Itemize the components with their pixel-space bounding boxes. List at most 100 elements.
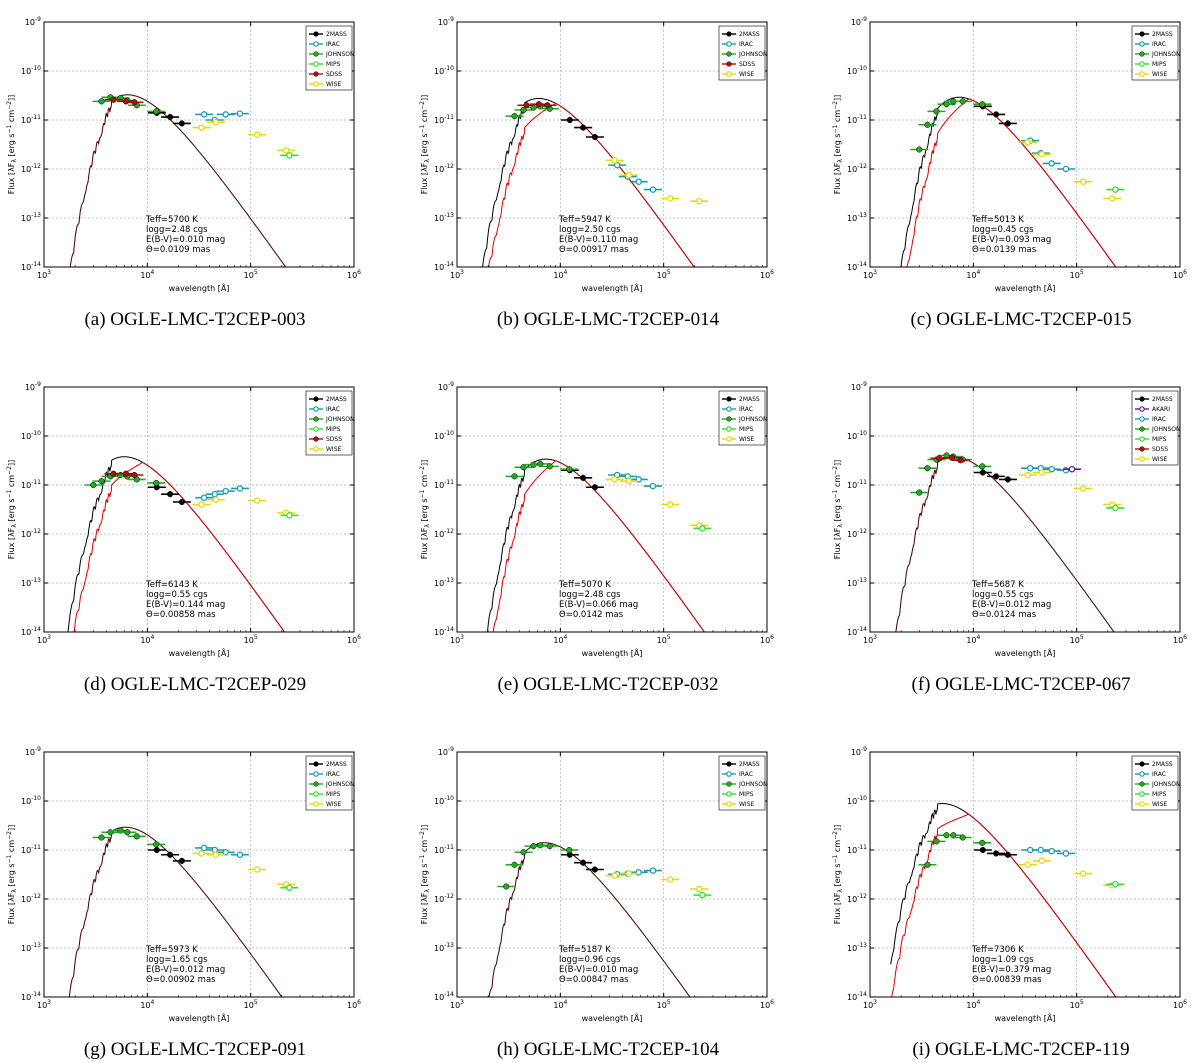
data-point-irac bbox=[222, 487, 229, 495]
legend-marker bbox=[726, 791, 732, 797]
legend-label: JOHNSON bbox=[738, 781, 768, 788]
y-tick-label: 10-14 bbox=[847, 626, 867, 637]
data-point-wise bbox=[1024, 139, 1031, 146]
x-tick-label: 105 bbox=[657, 999, 671, 1010]
y-tick-label: 10-12 bbox=[847, 528, 867, 539]
x-tick-label: 106 bbox=[1173, 269, 1187, 280]
model-curves bbox=[895, 456, 1115, 632]
legend-label: MIPS bbox=[739, 426, 754, 433]
data-point-2mass bbox=[167, 851, 174, 858]
data-point-wise bbox=[212, 851, 220, 858]
data-point-mips bbox=[1112, 186, 1119, 193]
data-point-2mass bbox=[167, 491, 174, 498]
legend-label: JOHNSON bbox=[325, 781, 355, 788]
data-point-2mass bbox=[1004, 851, 1011, 858]
legend-marker bbox=[313, 61, 319, 67]
data-point-johnson bbox=[933, 108, 940, 115]
data-point-sdss bbox=[110, 96, 117, 103]
y-tick-label: 10-11 bbox=[21, 479, 41, 490]
x-tick-label: 104 bbox=[553, 634, 567, 645]
data-point-2mass bbox=[591, 133, 598, 141]
legend-label: JOHNSON bbox=[325, 416, 355, 423]
data-point-wise bbox=[253, 866, 261, 873]
y-tick-label: 10-12 bbox=[21, 893, 41, 904]
legend-label: WISE bbox=[326, 446, 342, 453]
model-curves bbox=[890, 803, 1117, 997]
y-axis-label: Flux [λFλ [erg s−1 cm−2]] bbox=[6, 95, 18, 194]
y-tick-label: 10-13 bbox=[434, 577, 454, 588]
legend-marker bbox=[726, 71, 732, 77]
y-tick-label: 10-9 bbox=[851, 16, 867, 27]
fit-parameter-text: Teff=5687 K bbox=[971, 580, 1024, 590]
data-point-wise bbox=[666, 195, 674, 202]
y-tick-label: 10-9 bbox=[438, 381, 454, 392]
fit-parameter-text: E(B-V)=0.012 mag bbox=[972, 600, 1051, 610]
x-tick-label: 106 bbox=[760, 999, 774, 1010]
data-point-johnson bbox=[566, 846, 573, 854]
model-sed-reddened-curve bbox=[488, 842, 691, 997]
y-tick-label: 10-13 bbox=[847, 577, 867, 588]
y-tick-label: 10-9 bbox=[438, 16, 454, 27]
data-point-wise bbox=[1038, 150, 1046, 158]
x-tick-label: 105 bbox=[244, 999, 258, 1010]
data-point-sdss bbox=[122, 98, 129, 105]
data-point-irac bbox=[211, 490, 219, 498]
plot-frame bbox=[456, 751, 768, 998]
data-point-sdss bbox=[110, 470, 117, 477]
legend-box bbox=[305, 390, 353, 456]
x-axis-label: wavelength [Å] bbox=[169, 647, 230, 658]
legend-marker bbox=[313, 771, 319, 777]
legend-label: JOHNSON bbox=[1151, 51, 1181, 58]
y-axis-label: Flux [λFλ [erg s−1 cm−2]] bbox=[419, 825, 431, 924]
data-point-wise bbox=[611, 872, 618, 879]
data-point-irac bbox=[1037, 846, 1045, 854]
data-point-mips bbox=[1112, 504, 1119, 512]
legend-label: IRAC bbox=[1152, 771, 1166, 778]
legend-label: 2MASS bbox=[739, 396, 760, 403]
y-tick-label: 10-10 bbox=[847, 430, 867, 441]
model-sed-reddened-curve bbox=[73, 461, 286, 632]
data-point-wise bbox=[253, 497, 261, 504]
x-tick-label: 105 bbox=[657, 269, 671, 280]
data-point-wise bbox=[695, 885, 703, 893]
legend-marker bbox=[726, 406, 732, 412]
panel-caption: (h) OGLE-LMC-T2CEP-104 bbox=[497, 1039, 720, 1060]
data-point-johnson bbox=[943, 101, 950, 108]
legend-label: WISE bbox=[326, 801, 342, 808]
legend-marker bbox=[1139, 406, 1145, 412]
data-point-johnson bbox=[520, 106, 527, 114]
data-point-mips bbox=[699, 891, 706, 899]
fit-parameter-text: Θ=0.00917 mas bbox=[559, 245, 629, 255]
data-point-irac bbox=[635, 178, 642, 185]
y-tick-label: 10-13 bbox=[434, 212, 454, 223]
legend-label: 2MASS bbox=[739, 761, 760, 768]
x-tick-label: 106 bbox=[760, 269, 774, 280]
data-point-sdss bbox=[535, 101, 542, 108]
data-point-irac bbox=[1062, 165, 1070, 173]
legend-label: JOHNSON bbox=[325, 51, 355, 58]
data-point-mips bbox=[699, 525, 706, 532]
fit-parameter-text: Θ=0.0124 mas bbox=[972, 610, 1037, 620]
x-tick-label: 105 bbox=[657, 634, 671, 645]
y-axis-label: Flux [λFλ [erg s−1 cm−2]] bbox=[6, 460, 18, 559]
x-tick-label: 104 bbox=[553, 269, 567, 280]
model-curves bbox=[486, 458, 706, 632]
model-curves bbox=[900, 96, 1117, 267]
fit-parameter-text: Teff=6143 K bbox=[145, 580, 198, 590]
data-point-wise bbox=[198, 501, 205, 508]
data-point-johnson bbox=[98, 834, 105, 841]
legend-label: SDSS bbox=[326, 71, 342, 78]
data-point-2mass bbox=[178, 857, 185, 864]
sed-panel: 103 104 105 106 10-14 10-13 10-12 10-11 10-10 10-… bbox=[419, 16, 774, 330]
data-point-johnson bbox=[950, 832, 957, 839]
legend-label: WISE bbox=[739, 71, 755, 78]
fit-parameter-text: Θ=0.00858 mas bbox=[146, 610, 216, 620]
legend-label: SDSS bbox=[326, 436, 342, 443]
legend-label: 2MASS bbox=[1152, 396, 1173, 403]
y-tick-label: 10-11 bbox=[21, 114, 41, 125]
fit-parameter-text: logg=1.09 cgs bbox=[972, 955, 1034, 965]
legend-label: MIPS bbox=[326, 61, 341, 68]
data-point-wise bbox=[1038, 469, 1046, 476]
y-tick-label: 10-10 bbox=[847, 795, 867, 806]
data-point-johnson bbox=[924, 121, 931, 128]
